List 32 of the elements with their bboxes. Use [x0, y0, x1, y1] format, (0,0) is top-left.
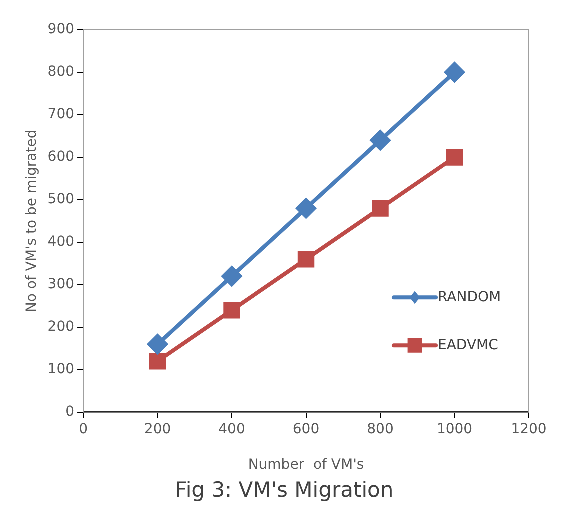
point [224, 302, 240, 319]
y-tick-label: 200 [48, 319, 75, 336]
x-tick-label: 800 [367, 421, 394, 438]
x-tick-label: 1200 [511, 421, 547, 438]
point [372, 200, 389, 217]
point [370, 130, 391, 150]
point [298, 251, 315, 268]
x-tick-label: 1000 [436, 421, 473, 438]
x-tick-label: 200 [144, 421, 172, 438]
point [222, 266, 242, 286]
y-tick-label: 700 [48, 106, 75, 123]
point [149, 353, 166, 370]
y-tick-label: 400 [48, 234, 75, 250]
point [444, 62, 465, 82]
y-tick-label: 600 [48, 149, 75, 166]
y-tick-label: 800 [48, 64, 75, 80]
point [296, 198, 316, 218]
x-axis-title: Number of VM's [248, 457, 364, 474]
y-tick-label: 900 [48, 22, 75, 38]
y-tick-label: 0 [66, 404, 75, 420]
y-axis-title: No of VM's to be migrated [24, 130, 40, 313]
x-tick-label: 0 [79, 421, 88, 438]
y-tick-label: 300 [48, 276, 75, 293]
caption: Fig 3: VM's Migration [174, 478, 395, 502]
legend-label: EADVMC [438, 337, 499, 354]
legend-label: RANDOM [438, 289, 502, 306]
y-tick-label: 500 [48, 192, 75, 208]
x-tick-label: 600 [292, 421, 320, 438]
point [446, 149, 464, 166]
point [148, 334, 168, 354]
x-tick-label: 400 [218, 421, 246, 438]
y-tick-label: 100 [48, 362, 75, 378]
